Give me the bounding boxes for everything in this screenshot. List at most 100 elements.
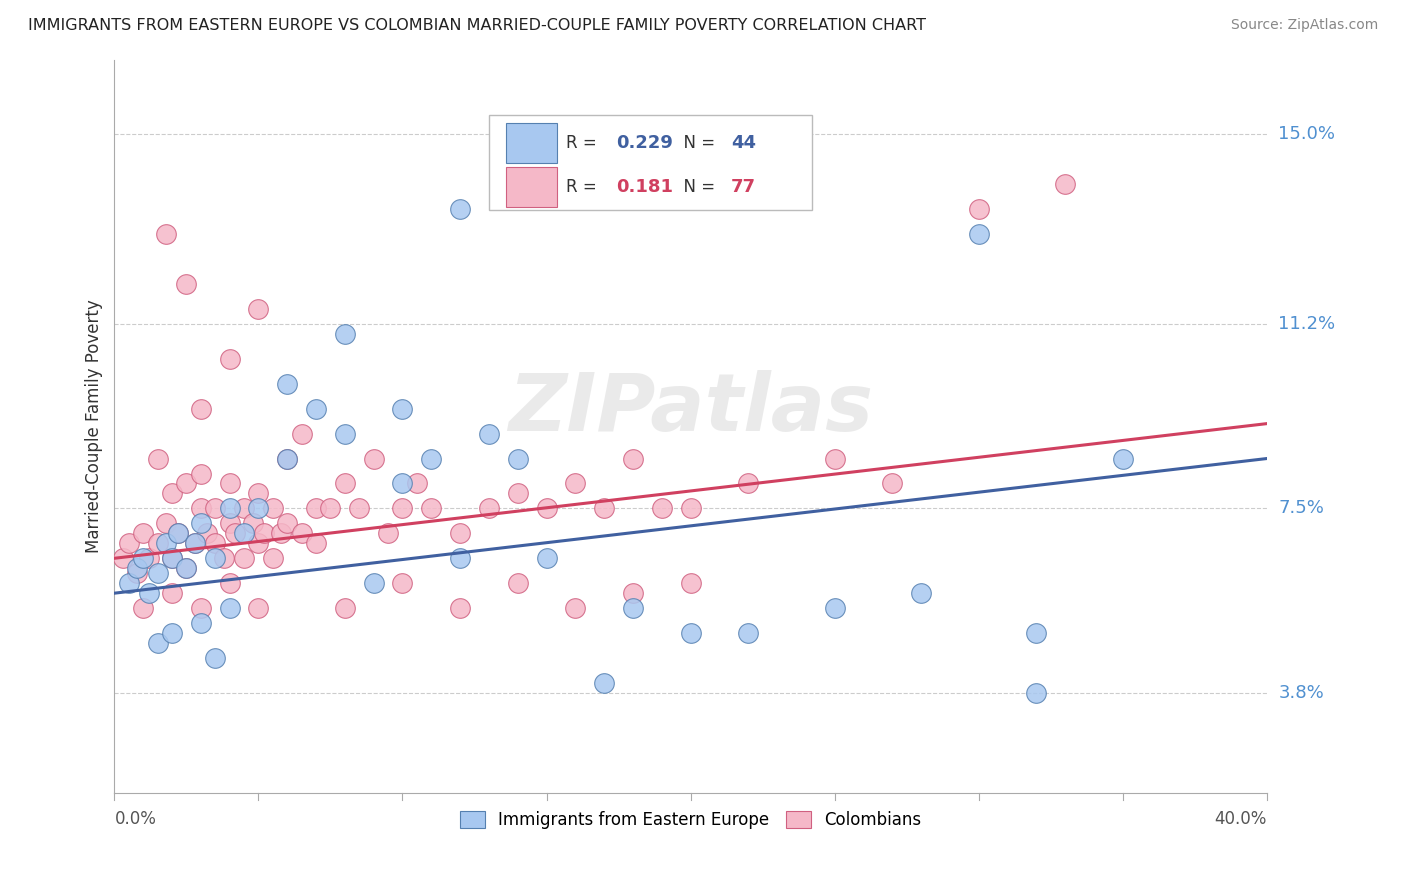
Y-axis label: Married-Couple Family Poverty: Married-Couple Family Poverty — [86, 299, 103, 553]
Point — [166, 526, 188, 541]
Point — [160, 626, 183, 640]
Point — [824, 451, 846, 466]
Point — [333, 601, 356, 615]
FancyBboxPatch shape — [489, 114, 811, 210]
Point — [449, 526, 471, 541]
Point — [127, 566, 149, 581]
Point — [824, 601, 846, 615]
Point — [391, 576, 413, 591]
Point — [377, 526, 399, 541]
Point — [176, 277, 198, 291]
Point — [112, 551, 135, 566]
Point — [224, 526, 246, 541]
Point — [679, 501, 702, 516]
Point — [233, 501, 256, 516]
Point — [333, 476, 356, 491]
Point — [391, 476, 413, 491]
Point — [247, 536, 270, 550]
Point — [449, 601, 471, 615]
Text: 11.2%: 11.2% — [1278, 315, 1336, 333]
Text: 40.0%: 40.0% — [1215, 810, 1267, 828]
Point — [506, 451, 529, 466]
Point — [204, 501, 226, 516]
Point — [391, 501, 413, 516]
Point — [218, 476, 240, 491]
Legend: Immigrants from Eastern Europe, Colombians: Immigrants from Eastern Europe, Colombia… — [453, 804, 928, 836]
Point — [967, 227, 990, 241]
Point — [291, 426, 314, 441]
Point — [478, 501, 501, 516]
Point — [218, 351, 240, 366]
Point — [155, 227, 177, 241]
Text: 0.181: 0.181 — [616, 178, 672, 196]
Point — [1025, 686, 1047, 700]
Point — [218, 576, 240, 591]
Point — [349, 501, 371, 516]
Point — [1025, 626, 1047, 640]
FancyBboxPatch shape — [506, 123, 557, 162]
Point — [233, 551, 256, 566]
Point — [305, 536, 328, 550]
Point — [247, 301, 270, 316]
Point — [160, 586, 183, 600]
Point — [132, 601, 155, 615]
Point — [190, 467, 212, 481]
Point — [363, 576, 385, 591]
Point — [253, 526, 276, 541]
Point — [333, 426, 356, 441]
Point — [218, 516, 240, 531]
Point — [305, 401, 328, 416]
Point — [737, 626, 759, 640]
Point — [621, 451, 644, 466]
Text: Source: ZipAtlas.com: Source: ZipAtlas.com — [1230, 18, 1378, 32]
Point — [190, 501, 212, 516]
Point — [146, 451, 169, 466]
Point — [247, 501, 270, 516]
Point — [190, 616, 212, 631]
Point — [146, 566, 169, 581]
Point — [1054, 178, 1077, 192]
Point — [506, 486, 529, 500]
Text: N =: N = — [673, 178, 721, 196]
Point — [564, 476, 586, 491]
Point — [160, 486, 183, 500]
Point — [204, 551, 226, 566]
Point — [118, 536, 141, 550]
FancyBboxPatch shape — [506, 167, 557, 207]
Point — [449, 551, 471, 566]
Text: IMMIGRANTS FROM EASTERN EUROPE VS COLOMBIAN MARRIED-COUPLE FAMILY POVERTY CORREL: IMMIGRANTS FROM EASTERN EUROPE VS COLOMB… — [28, 18, 927, 33]
Point — [449, 202, 471, 217]
Point — [363, 451, 385, 466]
Point — [184, 536, 207, 550]
Point — [391, 401, 413, 416]
Text: 3.8%: 3.8% — [1278, 684, 1324, 702]
Point — [478, 426, 501, 441]
Point — [621, 601, 644, 615]
Point — [242, 516, 264, 531]
Point — [118, 576, 141, 591]
Point — [212, 551, 235, 566]
Point — [536, 501, 558, 516]
Text: R =: R = — [567, 178, 607, 196]
Point — [276, 451, 298, 466]
Point — [593, 501, 616, 516]
Point — [127, 561, 149, 575]
Point — [166, 526, 188, 541]
Point — [218, 501, 240, 516]
Text: 0.0%: 0.0% — [114, 810, 156, 828]
Point — [564, 601, 586, 615]
Text: 77: 77 — [731, 178, 756, 196]
Point — [651, 501, 673, 516]
Point — [882, 476, 904, 491]
Point — [160, 551, 183, 566]
Point — [506, 576, 529, 591]
Point — [247, 601, 270, 615]
Point — [262, 501, 284, 516]
Point — [593, 676, 616, 690]
Point — [910, 586, 932, 600]
Point — [276, 376, 298, 391]
Point — [276, 516, 298, 531]
Point — [291, 526, 314, 541]
Text: R =: R = — [567, 134, 602, 152]
Text: ZIPatlas: ZIPatlas — [508, 369, 873, 448]
